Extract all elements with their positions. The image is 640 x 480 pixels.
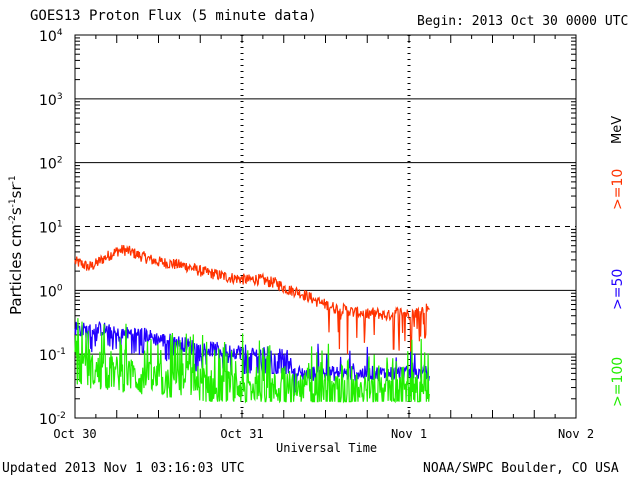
- footer-source: NOAA/SWPC Boulder, CO USA: [423, 461, 619, 476]
- y-axis-exp2: -1: [8, 198, 18, 208]
- y-tick-label: 104: [39, 28, 63, 45]
- y-axis-exp3: -1: [8, 175, 18, 185]
- y-tick-label: 103: [39, 92, 63, 109]
- y-tick-label: 102: [39, 156, 63, 173]
- legend-ge10: >=10: [610, 168, 626, 210]
- y-axis-label: Particles cm-2s-1sr-1: [7, 165, 27, 315]
- y-axis-exp1: -2: [8, 215, 18, 225]
- series-line-ge50: [74, 320, 430, 397]
- legend-ge50: >=50: [610, 268, 626, 310]
- x-tick-label: Oct 31: [220, 427, 263, 441]
- y-tick-label: 10-2: [39, 411, 66, 428]
- x-tick-label: Oct 30: [53, 427, 96, 441]
- y-tick-label: 10-1: [39, 347, 66, 364]
- series-line-ge100: [74, 318, 430, 404]
- y-tick-label: 101: [39, 220, 63, 237]
- x-axis-label: Universal Time: [276, 441, 378, 455]
- x-tick-label: Nov 2: [558, 427, 594, 441]
- y-axis-label-s: s: [7, 207, 25, 216]
- legend-mev-label: MeV: [610, 115, 625, 144]
- series-line-ge10: [74, 244, 430, 355]
- chart-title: GOES13 Proton Flux (5 minute data): [30, 8, 317, 24]
- y-tick-label: 100: [39, 283, 63, 300]
- y-axis-label-main: Particles cm: [7, 224, 25, 315]
- begin-label: Begin: 2013 Oct 30 0000 UTC: [417, 14, 629, 29]
- legend-ge100: >=100: [610, 356, 626, 407]
- y-axis-label-sr: sr: [7, 184, 25, 199]
- x-tick-label: Nov 1: [391, 427, 427, 441]
- footer-updated: Updated 2013 Nov 1 03:16:03 UTC: [2, 461, 245, 476]
